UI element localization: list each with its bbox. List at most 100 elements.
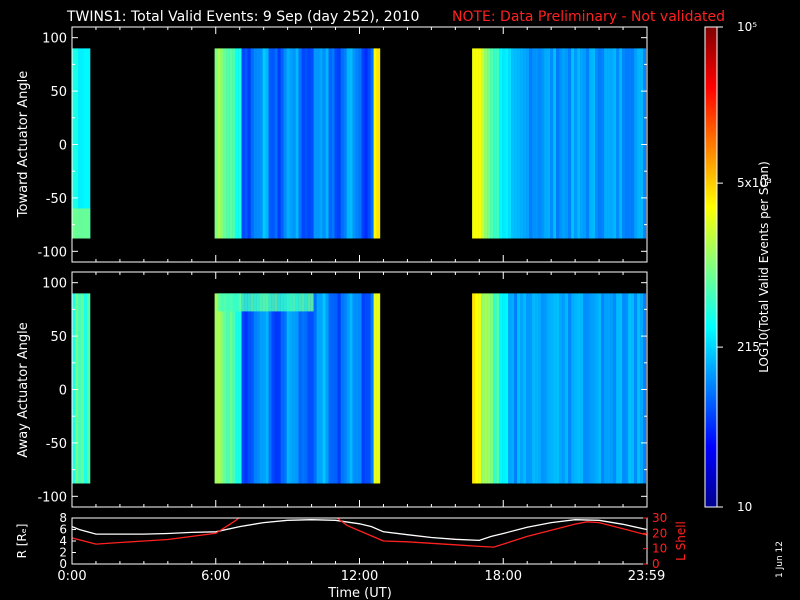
heatmap-column — [526, 293, 530, 484]
heatmap-column — [220, 293, 224, 484]
heatmap-column — [346, 293, 350, 484]
heatmap-column — [352, 48, 356, 239]
heatmap-column — [571, 293, 575, 484]
time-axis-label: Time (UT) — [327, 586, 392, 600]
r-tick-label: 0 — [59, 557, 67, 571]
heatmap-column — [268, 293, 272, 484]
heatmap-column — [538, 293, 542, 484]
heatmap-column — [226, 293, 230, 484]
heatmap-column — [559, 48, 563, 239]
colorbar-tick-label: 10⁵ — [737, 20, 757, 34]
heatmap-column — [625, 293, 629, 484]
heatmap-column — [223, 293, 227, 484]
heatmap-column — [319, 293, 323, 484]
heatmap-cell — [277, 293, 281, 312]
heatmap-column — [286, 293, 290, 484]
heatmap-column — [610, 48, 614, 239]
colorbar-gradient — [705, 27, 717, 507]
heatmap-column — [520, 293, 524, 484]
heatmap-column — [253, 293, 257, 484]
heatmap-column — [340, 293, 344, 484]
heatmap-column — [361, 48, 365, 239]
heatmap-column — [607, 48, 611, 239]
toward-x-ticks — [71, 27, 648, 262]
colorbar-frame — [704, 26, 718, 508]
heatmap-column — [619, 48, 623, 239]
heatmap-column — [370, 293, 374, 484]
heatmap-column — [355, 293, 359, 484]
heatmap-cell — [84, 208, 88, 239]
data-block — [214, 48, 381, 239]
heatmap-cell — [253, 293, 257, 312]
heatmap-column — [487, 293, 491, 484]
heatmap-column — [316, 48, 320, 239]
heatmap-column — [616, 48, 620, 239]
heatmap-column — [367, 293, 371, 484]
heatmap-column — [346, 48, 350, 239]
r-tick-label: 6 — [59, 523, 67, 537]
heatmap-column — [562, 293, 566, 484]
heatmap-column — [556, 48, 560, 239]
heatmap-column — [250, 48, 254, 239]
heatmap-column — [601, 293, 605, 484]
y-tick-label: -50 — [46, 437, 67, 452]
heatmap-cell — [238, 293, 242, 312]
heatmap-column — [295, 293, 299, 484]
heatmap-column — [238, 293, 242, 484]
heatmap-column — [559, 293, 563, 484]
heatmap-column — [289, 293, 293, 484]
heatmap-column — [505, 48, 509, 239]
heatmap-column — [322, 48, 326, 239]
heatmap-column — [295, 48, 299, 239]
heatmap-cell — [75, 208, 79, 239]
heatmap-cell — [265, 293, 269, 312]
heatmap-column — [265, 293, 269, 484]
heatmap-cell — [289, 293, 293, 312]
away-y-axis: 100 50 0 -50 -100 — [37, 277, 647, 505]
heatmap-column — [352, 293, 356, 484]
heatmap-column — [577, 293, 581, 484]
heatmap-column — [337, 48, 341, 239]
heatmap-column — [475, 48, 479, 239]
heatmap-column — [547, 48, 551, 239]
heatmap-cell — [250, 293, 254, 312]
heatmap-column — [379, 48, 381, 239]
heatmap-cell — [310, 293, 314, 312]
heatmap-column — [349, 48, 353, 239]
heatmap-column — [217, 293, 221, 484]
heatmap-column — [478, 48, 482, 239]
preliminary-note: NOTE: Data Preliminary - Not validated — [452, 9, 725, 25]
heatmap-column — [262, 293, 266, 484]
heatmap-column — [271, 293, 275, 484]
heatmap-column — [613, 48, 617, 239]
heatmap-column — [304, 48, 308, 239]
heatmap-column — [277, 293, 281, 484]
heatmap-column — [280, 293, 284, 484]
heatmap-column — [310, 48, 314, 239]
heatmap-column — [325, 48, 329, 239]
heatmap-column — [256, 48, 260, 239]
data-block — [472, 48, 647, 239]
heatmap-cell — [259, 293, 263, 312]
heatmap-column — [334, 293, 338, 484]
heatmap-column — [637, 48, 641, 239]
heatmap-cell — [292, 293, 296, 312]
heatmap-cell — [283, 293, 287, 312]
r-axis-label: R [Rₑ] — [15, 524, 29, 559]
away-panel: 100 50 0 -50 -100 Away Actuator Angle — [16, 271, 648, 508]
heatmap-column — [72, 293, 76, 484]
heatmap-column — [81, 48, 85, 239]
heatmap-column — [517, 48, 521, 239]
lshell-series-line — [72, 518, 647, 548]
time-tick-label: 23:59 — [628, 569, 665, 584]
heatmap-column — [619, 293, 623, 484]
colorbar-tick-label: 10 — [737, 500, 752, 514]
heatmap-column — [637, 293, 641, 484]
heatmap-column — [484, 293, 488, 484]
heatmap-column — [511, 293, 515, 484]
heatmap-column — [247, 48, 251, 239]
heatmap-column — [289, 48, 293, 239]
heatmap-column — [511, 48, 515, 239]
heatmap-column — [283, 48, 287, 239]
